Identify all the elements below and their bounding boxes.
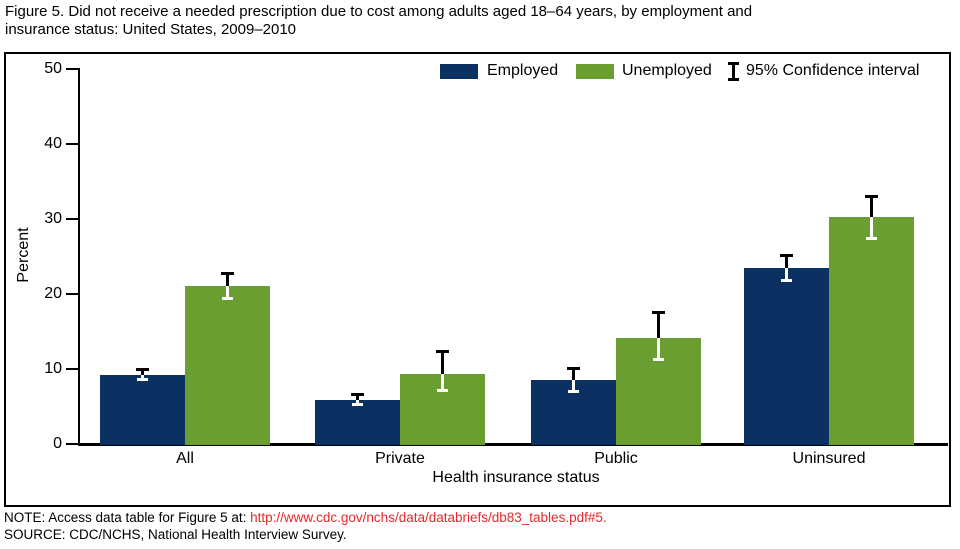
y-tick-mark	[66, 443, 78, 445]
note-text: NOTE: Access data table for Figure 5 at:	[4, 510, 251, 525]
error-bar-cap-bottom	[352, 403, 363, 406]
error-bar-stem-lower	[870, 216, 873, 238]
x-axis-line	[78, 443, 948, 446]
unemployed-swatch-icon	[576, 64, 614, 79]
error-bar-cap-top	[567, 366, 580, 370]
y-axis-title: Percent	[15, 227, 32, 283]
error-bar-cap-bottom	[781, 279, 792, 283]
figure-title-line1: Figure 5. Did not receive a needed presc…	[5, 3, 753, 20]
error-bar-stem-lower	[785, 268, 788, 281]
figure-title-line2: insurance status: United States, 2009–20…	[5, 21, 297, 38]
y-tick-mark	[66, 368, 78, 370]
error-bar-stem-upper	[785, 256, 788, 269]
y-axis-line	[78, 68, 80, 446]
error-bar-cap-top	[780, 254, 793, 258]
error-bar-stem-upper	[141, 369, 144, 375]
bar-unemployed-uninsured	[829, 216, 914, 445]
error-bar-cap-bottom	[653, 358, 664, 361]
x-category-label-public: Public	[594, 450, 638, 467]
x-category-label-private: Private	[375, 450, 425, 467]
error-bar-stem-upper	[441, 351, 444, 374]
error-bar-stem-lower	[441, 374, 444, 390]
y-tick-label: 20	[44, 285, 62, 302]
footnotes: NOTE: Access data table for Figure 5 at:…	[4, 509, 954, 543]
bar-employed-all	[100, 374, 185, 445]
error-bar-stem-upper	[572, 368, 575, 380]
error-bar-cap-top	[351, 393, 364, 396]
error-bar-stem-upper	[226, 274, 229, 287]
error-bar-cap-top	[136, 367, 149, 371]
plot-area: Employed Unemployed 95% Confidence inter…	[6, 54, 949, 505]
note-link[interactable]: http://www.cdc.gov/nchs/data/databriefs/…	[250, 510, 607, 525]
y-tick-label: 0	[53, 435, 62, 452]
source-line: SOURCE: CDC/NCHS, National Health Interv…	[4, 527, 347, 542]
error-bar-icon	[727, 62, 740, 81]
legend-label-unemployed: Unemployed	[622, 62, 712, 79]
error-bar-cap-bottom	[137, 378, 148, 382]
error-bar-cap-bottom	[568, 389, 579, 393]
x-axis-title: Health insurance status	[432, 469, 600, 486]
error-bar-icon-stem	[732, 64, 735, 79]
x-category-label-uninsured: Uninsured	[792, 450, 866, 467]
error-bar-stem-lower	[356, 399, 359, 404]
error-bar-cap-top	[436, 349, 449, 353]
error-bar-cap-bottom	[437, 388, 448, 392]
employed-swatch-icon	[440, 64, 478, 79]
error-bar-stem-lower	[141, 374, 144, 380]
y-tick-mark	[66, 293, 78, 295]
error-bar-stem-lower	[572, 380, 575, 391]
error-bar-stem-lower	[657, 338, 660, 359]
error-bar-cap-top	[221, 272, 234, 276]
error-bar-stem-upper	[356, 395, 359, 400]
error-bar-icon-top-cap	[728, 62, 739, 65]
y-tick-mark	[66, 143, 78, 145]
figure-title: Figure 5. Did not receive a needed presc…	[5, 3, 951, 39]
bar-employed-uninsured	[744, 268, 829, 445]
error-bar-stem-upper	[657, 312, 660, 338]
chart-legend: Employed Unemployed 95% Confidence inter…	[6, 61, 949, 85]
error-bar-cap-top	[652, 310, 665, 314]
y-tick-label: 10	[44, 360, 62, 377]
y-tick-mark	[66, 218, 78, 220]
error-bar-stem-lower	[226, 286, 229, 299]
error-bar-cap-bottom	[222, 297, 233, 301]
bar-unemployed-all	[185, 286, 270, 445]
legend-label-confidence: 95% Confidence interval	[746, 62, 920, 79]
x-category-label-all: All	[176, 450, 194, 467]
chart-frame: Employed Unemployed 95% Confidence inter…	[4, 52, 951, 507]
y-tick-label: 50	[44, 60, 62, 77]
note-line: NOTE: Access data table for Figure 5 at:…	[4, 509, 954, 526]
error-bar-icon-bottom-cap	[728, 78, 739, 81]
error-bar-cap-top	[865, 195, 878, 198]
bar-employed-private	[315, 399, 400, 445]
error-bar-stem-upper	[870, 197, 873, 217]
error-bar-cap-bottom	[866, 236, 877, 240]
legend-label-employed: Employed	[487, 62, 559, 79]
y-tick-label: 30	[44, 210, 62, 227]
y-tick-label: 40	[44, 135, 62, 152]
y-tick-mark	[66, 68, 78, 70]
